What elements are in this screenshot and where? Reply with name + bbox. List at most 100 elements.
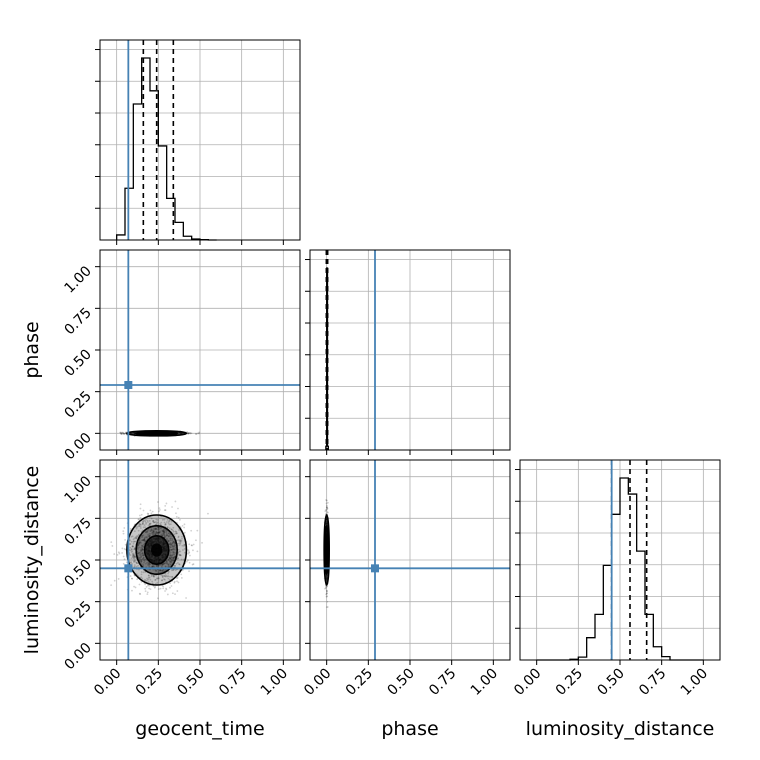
scatter-point bbox=[326, 606, 329, 608]
scatter-point bbox=[167, 572, 169, 575]
scatter-point bbox=[139, 523, 142, 526]
scatter-point bbox=[133, 555, 136, 558]
scatter-point bbox=[120, 432, 123, 435]
scatter-point bbox=[163, 562, 166, 565]
scatter-point bbox=[142, 549, 144, 551]
scatter-point bbox=[123, 432, 126, 435]
scatter-point bbox=[141, 548, 144, 551]
scatter-point bbox=[148, 534, 151, 537]
scatter-point bbox=[133, 432, 136, 435]
x-tick-label: 0.25 bbox=[553, 666, 586, 699]
scatter-point bbox=[149, 522, 151, 525]
scatter-point bbox=[133, 560, 135, 563]
scatter-point bbox=[170, 559, 173, 562]
scatter-point bbox=[131, 553, 134, 555]
scatter-point bbox=[140, 546, 142, 549]
scatter-point bbox=[133, 548, 135, 551]
scatter-point bbox=[137, 544, 139, 547]
scatter-point bbox=[158, 531, 161, 534]
scatter-point bbox=[174, 530, 177, 533]
scatter-point bbox=[171, 542, 174, 545]
scatter-point bbox=[151, 565, 154, 568]
scatter-point bbox=[161, 530, 164, 533]
scatter-point bbox=[133, 565, 136, 568]
scatter-point bbox=[154, 527, 157, 530]
scatter-point bbox=[159, 523, 162, 525]
scatter-point bbox=[179, 540, 182, 543]
scatter-point bbox=[140, 571, 143, 573]
scatter-point bbox=[149, 529, 152, 532]
scatter-point bbox=[138, 552, 141, 554]
scatter-point bbox=[129, 554, 132, 557]
scatter-points bbox=[100, 430, 201, 438]
scatter-point bbox=[325, 587, 327, 589]
scatter-point bbox=[155, 528, 158, 531]
scatter-point bbox=[325, 502, 328, 505]
scatter-point bbox=[133, 555, 135, 557]
contour-line bbox=[126, 514, 188, 586]
scatter-point bbox=[170, 535, 172, 538]
scatter-point bbox=[167, 558, 170, 561]
y-tick-label: 0.75 bbox=[61, 305, 94, 338]
scatter-point bbox=[135, 537, 138, 540]
y-tick-label: 0.50 bbox=[61, 557, 94, 590]
hist-panel-luminosity-distance: 0.00 0.25 0.50 0.75 1.00 bbox=[511, 459, 721, 699]
scatter-point bbox=[171, 506, 173, 508]
scatter-point bbox=[161, 563, 164, 566]
scatter-point bbox=[159, 587, 162, 590]
scatter-point bbox=[132, 552, 135, 555]
scatter-point bbox=[160, 527, 162, 530]
scatter-point bbox=[169, 575, 171, 578]
scatter-point bbox=[326, 600, 329, 603]
scatter-point bbox=[133, 432, 136, 435]
scatter-point bbox=[150, 512, 153, 515]
scatter-point bbox=[142, 521, 145, 523]
y-tick-label: 0.50 bbox=[61, 347, 94, 380]
scatter-point bbox=[147, 562, 149, 565]
scatter-point bbox=[138, 514, 141, 517]
scatter-point bbox=[163, 531, 166, 533]
scatter-point bbox=[157, 577, 160, 580]
scatter-point bbox=[157, 532, 159, 534]
scatter-point bbox=[173, 540, 176, 543]
scatter-point bbox=[152, 519, 155, 522]
scatter-point bbox=[172, 553, 175, 556]
scatter-point bbox=[148, 584, 151, 587]
scatter-point bbox=[146, 591, 149, 594]
scatter-point bbox=[145, 521, 147, 524]
scatter-point bbox=[326, 507, 329, 510]
scatter-point bbox=[168, 557, 171, 560]
scatter-point bbox=[181, 537, 183, 540]
scatter-point bbox=[186, 431, 189, 433]
scatter-point bbox=[131, 550, 134, 553]
scatter-point bbox=[156, 564, 159, 567]
scatter-point bbox=[325, 578, 328, 580]
scatter-point bbox=[131, 545, 134, 548]
scatter-point bbox=[324, 509, 327, 512]
scatter-point bbox=[149, 522, 152, 525]
scatter-point bbox=[142, 526, 145, 529]
scatter-point bbox=[136, 562, 138, 564]
scatter-point bbox=[160, 521, 163, 524]
scatter-point bbox=[172, 548, 175, 551]
scatter-point bbox=[169, 543, 172, 546]
scatter-point bbox=[124, 543, 127, 546]
scatter-point bbox=[325, 523, 328, 526]
scatter-point bbox=[195, 432, 197, 435]
scatter-point bbox=[153, 575, 155, 577]
scatter-point bbox=[158, 531, 161, 534]
scatter-point bbox=[178, 432, 181, 435]
scatter-point bbox=[170, 560, 173, 563]
scatter-point bbox=[141, 554, 144, 557]
scatter-point bbox=[170, 520, 173, 523]
x-tick-label: 0.50 bbox=[384, 666, 417, 699]
scatter-point bbox=[165, 560, 168, 563]
scatter-point bbox=[191, 563, 194, 566]
scatter-point bbox=[143, 524, 146, 527]
scatter-point bbox=[154, 585, 157, 588]
scatter-point bbox=[173, 533, 176, 536]
scatter-point bbox=[326, 592, 328, 595]
scatter-point bbox=[174, 500, 177, 503]
scatter-point bbox=[151, 565, 154, 568]
scatter-point bbox=[154, 569, 157, 572]
